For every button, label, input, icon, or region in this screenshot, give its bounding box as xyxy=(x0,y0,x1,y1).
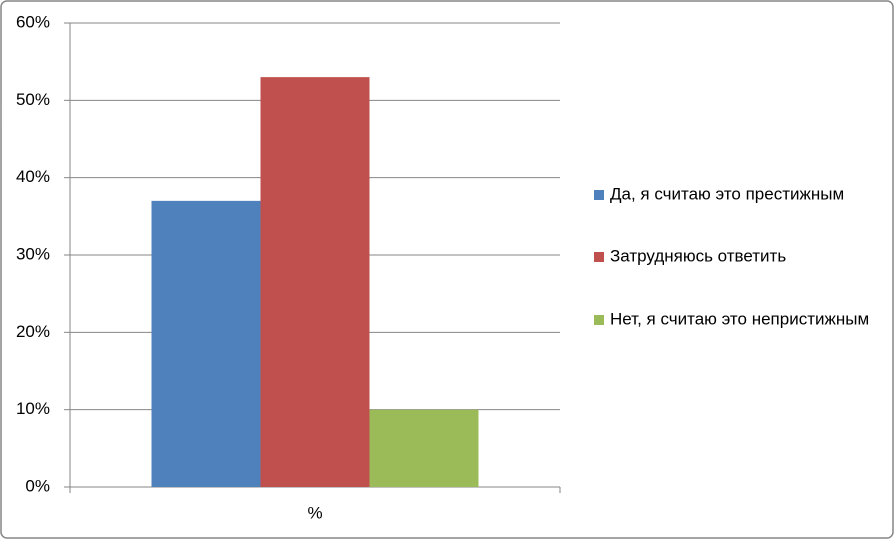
legend-label: Нет, я считаю это непристижным xyxy=(610,309,869,328)
legend-swatch xyxy=(594,315,604,325)
y-tick-label: 0% xyxy=(25,476,50,495)
y-tick-label: 60% xyxy=(16,12,50,31)
y-tick-label: 20% xyxy=(16,322,50,341)
bar xyxy=(151,200,261,487)
x-tick-label: % xyxy=(307,503,322,522)
y-tick-label: 50% xyxy=(16,90,50,109)
bar xyxy=(260,77,370,487)
y-tick-label: 10% xyxy=(16,399,50,418)
y-tick-label: 40% xyxy=(16,167,50,186)
legend-label: Затрудняюсь ответить xyxy=(610,246,786,265)
legend-swatch xyxy=(594,252,604,262)
bar xyxy=(369,409,479,487)
legend-label: Да, я считаю это престижным xyxy=(610,184,844,203)
y-tick-label: 30% xyxy=(16,244,50,263)
legend-swatch xyxy=(594,190,604,200)
